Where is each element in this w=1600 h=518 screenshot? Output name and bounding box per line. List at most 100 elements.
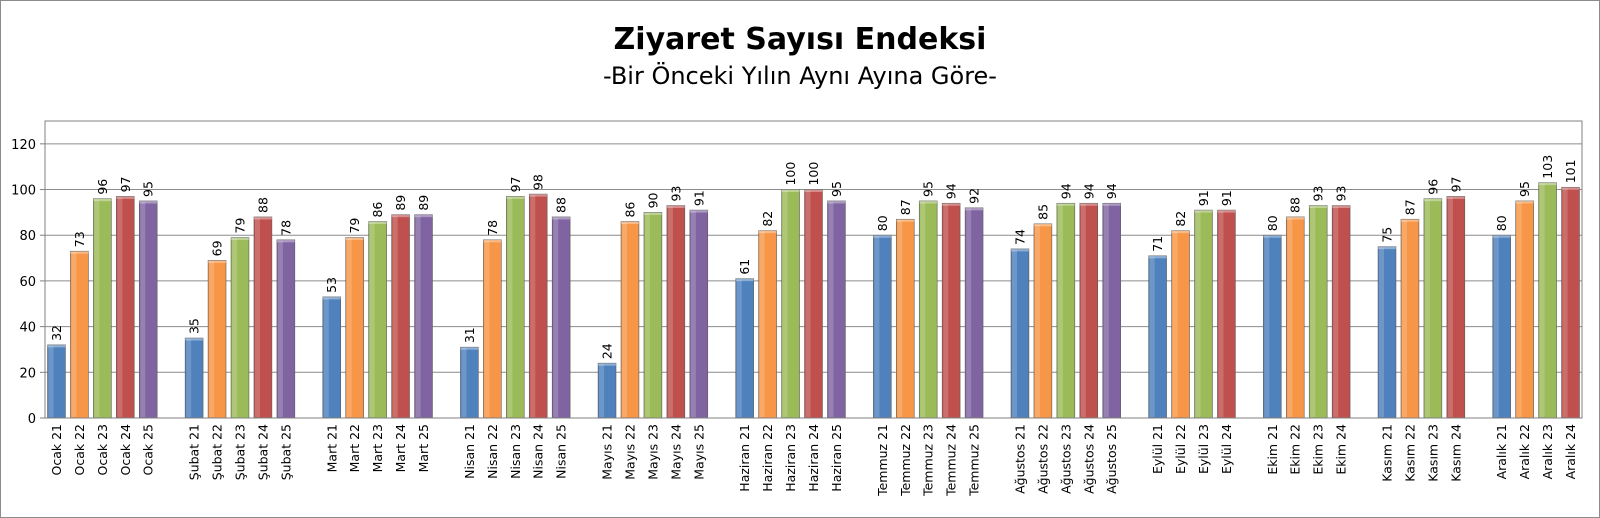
x-tick-label: Eylül 21 — [1150, 424, 1165, 474]
bar-cap — [1056, 203, 1075, 206]
bar-cap — [598, 363, 616, 366]
data-label: 96 — [1425, 179, 1440, 195]
bar-highlight — [323, 297, 329, 417]
bar-highlight — [1402, 220, 1408, 417]
x-tick-label: Şubat 21 — [187, 424, 202, 480]
bar-cap — [781, 189, 800, 193]
data-label: 80 — [875, 215, 890, 231]
bar-cap — [185, 338, 204, 341]
data-label: 94 — [944, 183, 959, 199]
bar-highlight — [1287, 217, 1293, 417]
bar-highlight — [1333, 206, 1339, 417]
data-label: 79 — [347, 218, 362, 234]
x-tick-label: Aralık 21 — [1494, 424, 1509, 479]
data-label: 61 — [737, 259, 752, 275]
bar-cap — [1194, 210, 1213, 213]
y-tick-label: 0 — [28, 412, 36, 427]
bar-cap — [116, 196, 135, 199]
data-label: 97 — [1448, 176, 1463, 192]
bar-cap — [1515, 200, 1534, 204]
bar-cap — [460, 347, 479, 350]
x-tick-label: Ekim 23 — [1311, 424, 1326, 475]
data-label: 101 — [1563, 159, 1578, 183]
data-label: 69 — [210, 240, 225, 256]
bar-cap — [345, 237, 364, 241]
data-label: 90 — [645, 192, 660, 208]
bar-cap — [483, 239, 502, 243]
data-label: 88 — [554, 197, 569, 213]
bar-highlight — [415, 215, 421, 417]
x-tick-label: Kasım 23 — [1425, 424, 1440, 482]
data-label: 75 — [1380, 227, 1395, 243]
data-label: 79 — [232, 218, 247, 234]
data-label: 95 — [141, 181, 156, 197]
bar-cap — [1492, 235, 1511, 238]
x-tick-label: Haziran 22 — [760, 424, 775, 492]
x-tick-label: Haziran 21 — [737, 424, 752, 492]
bar-cap — [643, 212, 662, 215]
bar-cap — [1538, 182, 1557, 186]
x-tick-label: Temmuz 24 — [944, 424, 959, 497]
bar-highlight — [553, 217, 559, 417]
x-tick-label: Eylül 22 — [1173, 424, 1188, 474]
bar-highlight — [1080, 204, 1086, 417]
data-label: 100 — [783, 162, 798, 186]
x-tick-label: Haziran 24 — [806, 424, 821, 492]
bar-highlight — [1562, 188, 1568, 417]
bar-cap — [804, 189, 823, 193]
x-tick-label: Ağustos 24 — [1081, 424, 1096, 494]
bar-highlight — [369, 222, 375, 417]
bar-highlight — [1424, 199, 1430, 417]
bar-highlight — [828, 201, 834, 417]
data-label: 94 — [1081, 183, 1096, 199]
bar-highlight — [920, 201, 926, 417]
x-tick-label: Mayıs 25 — [691, 424, 706, 480]
data-label: 98 — [531, 174, 546, 190]
bar-highlight — [874, 236, 880, 417]
bar-highlight — [117, 197, 123, 417]
x-tick-label: Aralık 22 — [1517, 424, 1532, 479]
bar-cap — [1171, 230, 1190, 234]
x-tick-label: Nisan 25 — [554, 424, 569, 479]
bar-cap — [70, 251, 89, 254]
bar-highlight — [622, 222, 628, 417]
y-tick-label: 20 — [19, 366, 36, 381]
bar-cap — [1423, 198, 1442, 202]
x-tick-label: Temmuz 23 — [921, 424, 936, 497]
data-label: 95 — [1517, 181, 1532, 197]
bar-cap — [1079, 203, 1098, 206]
bar-highlight — [254, 217, 260, 417]
x-tick-label: Kasım 22 — [1402, 424, 1417, 482]
x-tick-label: Ekim 22 — [1288, 424, 1303, 475]
bar-highlight — [209, 261, 215, 417]
data-label: 103 — [1540, 155, 1555, 179]
data-label: 89 — [416, 195, 431, 211]
bar-highlight — [1516, 201, 1522, 417]
bar-highlight — [1218, 211, 1224, 417]
bar-cap — [942, 203, 961, 206]
data-label: 85 — [1035, 204, 1050, 220]
bar-cap — [506, 196, 525, 199]
chart-subtitle: -Bir Önceki Yılın Aynı Ayına Göre- — [603, 62, 997, 90]
data-label: 91 — [691, 190, 706, 206]
bar-cap — [253, 216, 272, 220]
bar-cap — [1217, 210, 1236, 213]
bar-cap — [735, 278, 754, 282]
data-label: 86 — [622, 202, 637, 218]
bar-cap — [896, 219, 915, 222]
data-label: 94 — [1104, 183, 1119, 199]
data-label: 91 — [1196, 190, 1211, 206]
bar-highlight — [644, 213, 650, 417]
bar-cap — [368, 221, 387, 225]
data-label: 92 — [967, 188, 982, 204]
x-tick-label: Aralık 23 — [1540, 424, 1555, 479]
x-tick-label: Mart 23 — [370, 424, 385, 472]
bar-cap — [1561, 187, 1580, 190]
bar-highlight — [1310, 206, 1316, 417]
bar-highlight — [48, 345, 54, 417]
data-label: 80 — [1265, 215, 1280, 231]
data-label: 87 — [1402, 199, 1417, 215]
data-label: 35 — [187, 318, 202, 334]
bar-highlight — [782, 190, 788, 417]
x-tick-label: Şubat 25 — [278, 424, 293, 480]
